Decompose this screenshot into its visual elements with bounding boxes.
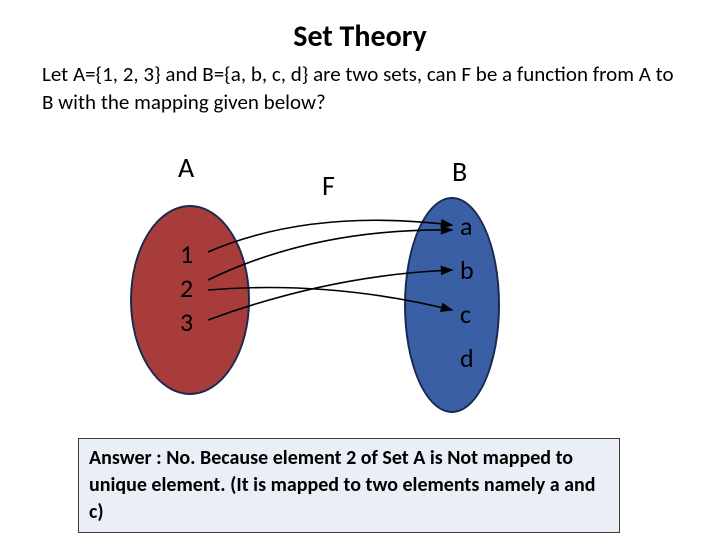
set-b-elt-3: d — [460, 342, 474, 374]
question-text: Let A={1, 2, 3} and B={a, b, c, d} are t… — [42, 60, 682, 117]
set-b-elt-0: a — [460, 210, 472, 242]
set-b-elt-1: b — [460, 254, 474, 286]
set-a-elt-1: 2 — [180, 272, 193, 304]
answer-box: Answer : No. Because element 2 of Set A … — [78, 438, 620, 533]
function-label: F — [322, 168, 335, 203]
set-b-elt-2: c — [460, 298, 471, 330]
set-b-ellipse — [404, 197, 500, 413]
set-a-elt-0: 1 — [180, 238, 193, 270]
slide: Set Theory Let A={1, 2, 3} and B={a, b, … — [0, 0, 720, 540]
mapping-diagram: A 1 2 3 F B a b c d — [130, 150, 550, 420]
set-b-label: B — [452, 154, 467, 189]
set-a-label: A — [178, 150, 194, 185]
set-a-elt-2: 3 — [180, 306, 193, 338]
page-title: Set Theory — [0, 18, 720, 55]
